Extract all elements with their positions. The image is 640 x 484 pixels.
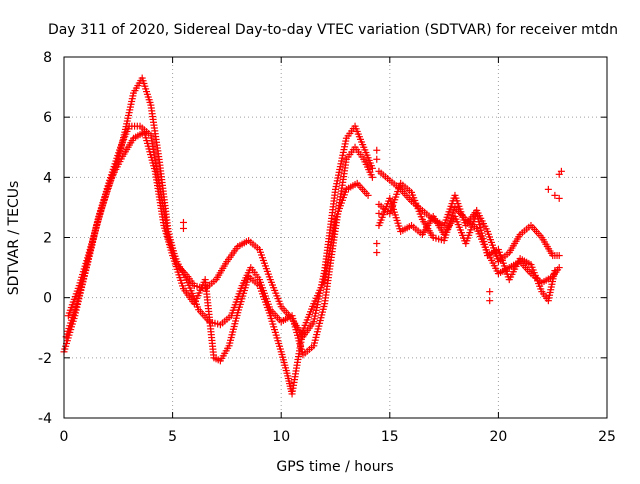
y-tick-label: 8 — [43, 50, 52, 66]
data-point — [179, 218, 187, 226]
y-axis-label: SDTVAR / TECUs — [6, 181, 22, 296]
grid — [64, 57, 607, 418]
x-tick-label: 25 — [598, 429, 616, 445]
data-point — [375, 209, 383, 217]
data-point — [551, 267, 559, 275]
data-point — [368, 173, 376, 181]
y-tick-label: 0 — [43, 291, 52, 307]
data-point — [557, 167, 565, 175]
data-point — [373, 249, 381, 257]
data-point — [486, 297, 494, 305]
data-point — [486, 288, 494, 296]
x-axis-label: GPS time / hours — [276, 459, 393, 475]
data-point — [373, 146, 381, 154]
x-tick-label: 20 — [489, 429, 507, 445]
x-tick-label: 10 — [272, 429, 290, 445]
data-point — [555, 194, 563, 202]
x-tick-label: 0 — [60, 429, 69, 445]
data-point — [373, 240, 381, 248]
data-point — [544, 185, 552, 193]
data-point — [373, 155, 381, 163]
plot-frame — [63, 56, 608, 419]
data-point — [551, 191, 559, 199]
data-point — [179, 224, 187, 232]
data-point — [555, 252, 563, 260]
data-point — [555, 264, 563, 272]
y-tick-label: -2 — [38, 351, 52, 367]
data-point — [364, 191, 372, 199]
x-tick-label: 15 — [381, 429, 399, 445]
y-tick-label: 2 — [43, 231, 52, 247]
data-points — [60, 74, 565, 398]
y-tick-label: -4 — [38, 411, 52, 427]
y-tick-label: 4 — [43, 170, 52, 186]
chart-title: Day 311 of 2020, Sidereal Day-to-day VTE… — [48, 22, 618, 38]
x-tick-label: 5 — [168, 429, 177, 445]
y-tick-label: 6 — [43, 110, 52, 126]
data-point — [368, 164, 376, 172]
